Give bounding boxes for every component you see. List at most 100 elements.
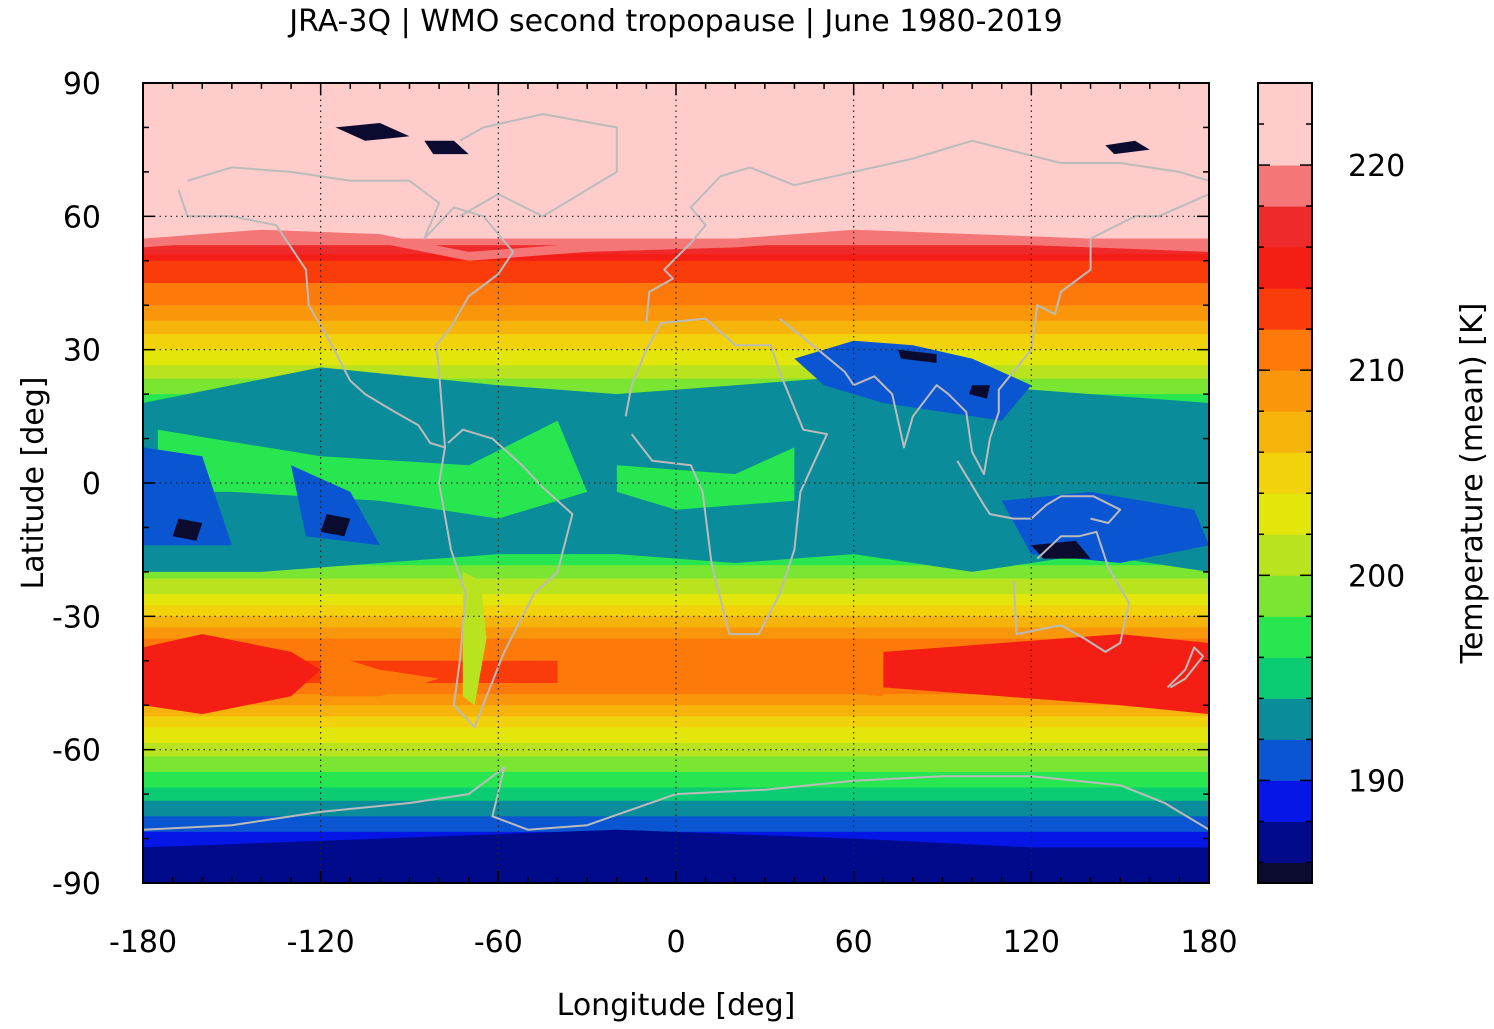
temperature-band xyxy=(143,611,1209,615)
temperature-band xyxy=(143,765,1209,769)
coastline xyxy=(645,139,1209,324)
temperature-band xyxy=(143,649,1209,653)
temperature-band xyxy=(143,778,1209,782)
temperature-region xyxy=(1105,140,1150,155)
temperature-band xyxy=(143,809,1209,813)
temperature-band xyxy=(143,614,1209,617)
coastlines xyxy=(143,113,1209,831)
temperature-band xyxy=(143,729,1209,733)
temperature-band xyxy=(143,298,1209,302)
temperature-band xyxy=(143,378,1209,382)
grid-lines xyxy=(143,83,1209,883)
coastline xyxy=(1166,646,1205,689)
temperature-band xyxy=(143,305,1209,309)
temperature-band xyxy=(143,776,1209,780)
temperature-band xyxy=(143,338,1209,342)
temperature-band xyxy=(143,218,1209,222)
temperature-band xyxy=(143,647,1209,651)
temperature-region xyxy=(291,465,380,546)
temperature-band xyxy=(143,358,1209,362)
colorbar-tick-label: 200 xyxy=(1348,559,1405,594)
colorbar-tick-labels: 190 200 210 220 xyxy=(1348,149,1405,799)
temperature-band xyxy=(143,811,1209,815)
temperature-region xyxy=(424,140,469,155)
coastline xyxy=(438,428,574,729)
temperature-band xyxy=(143,563,1209,566)
temperature-band xyxy=(143,567,1209,571)
temperature-band xyxy=(143,703,1209,706)
temperature-band xyxy=(143,294,1209,297)
temperature-band xyxy=(143,345,1209,349)
temperature-band xyxy=(143,263,1209,266)
temperature-band xyxy=(143,336,1209,340)
temperature-band xyxy=(143,716,1209,720)
temperature-band xyxy=(143,783,1209,786)
temperature-band xyxy=(143,625,1209,629)
temperature-band xyxy=(143,805,1209,809)
colorbar-level xyxy=(1258,288,1312,330)
temperature-band xyxy=(143,578,1209,582)
temperature-band xyxy=(143,718,1209,722)
temperature-band xyxy=(143,254,1209,257)
colorbar-tick-label: 210 xyxy=(1348,354,1405,389)
temperature-band xyxy=(143,789,1209,793)
temperature-anomaly-regions xyxy=(143,83,1209,883)
temperature-region xyxy=(969,385,990,399)
temperature-band xyxy=(143,598,1209,602)
temperature-region xyxy=(143,447,232,546)
temperature-region xyxy=(143,829,1209,883)
coastline xyxy=(778,193,1209,476)
plot-area xyxy=(143,83,1209,883)
temperature-band xyxy=(143,265,1209,269)
plot-frame xyxy=(142,82,1210,884)
temperature-band xyxy=(143,347,1209,351)
temperature-band xyxy=(143,727,1209,731)
temperature-region xyxy=(335,123,410,141)
temperature-band xyxy=(143,349,1209,353)
temperature-band xyxy=(143,287,1209,291)
temperature-band xyxy=(143,800,1209,804)
temperature-band xyxy=(143,749,1209,753)
temperature-band xyxy=(143,585,1209,589)
colorbar-level xyxy=(1258,370,1312,412)
temperature-band xyxy=(143,767,1209,771)
colorbar-level xyxy=(1258,247,1312,289)
temperature-band xyxy=(143,785,1209,789)
temperature-region xyxy=(883,634,1209,715)
temperature-band xyxy=(143,327,1209,331)
temperature-band xyxy=(143,316,1209,320)
temperature-band xyxy=(143,356,1209,360)
temperature-band xyxy=(143,565,1209,569)
temperature-band xyxy=(143,760,1209,764)
temperature-band xyxy=(143,311,1209,315)
temperature-band xyxy=(143,600,1209,604)
temperature-band xyxy=(143,314,1209,317)
temperature-band xyxy=(143,754,1209,757)
colorbar-level xyxy=(1258,165,1312,207)
x-tick-label: 60 xyxy=(835,925,873,960)
colorbar-level xyxy=(1258,329,1312,371)
temperature-band xyxy=(143,787,1209,791)
temperature-band xyxy=(143,711,1209,715)
temperature-band xyxy=(143,771,1209,775)
temperature-band xyxy=(143,827,1209,831)
temperature-region xyxy=(143,83,1209,226)
y-tick-label: -60 xyxy=(52,734,101,769)
colorbar-level xyxy=(1258,452,1312,494)
temperature-band xyxy=(143,360,1209,364)
x-axis-label: Longitude [deg] xyxy=(557,988,796,1023)
temperature-band xyxy=(143,220,1209,224)
colorbar-level xyxy=(1258,575,1312,617)
temperature-band xyxy=(143,738,1209,742)
y-tick-label: 90 xyxy=(63,67,101,102)
temperature-band xyxy=(143,700,1209,704)
x-tick-label: -120 xyxy=(287,925,355,960)
temperature-band xyxy=(143,249,1209,253)
temperature-band xyxy=(143,309,1209,313)
temperature-region xyxy=(1031,540,1091,559)
temperature-region xyxy=(462,571,487,706)
colorbar-level xyxy=(1258,739,1312,781)
temperature-band xyxy=(143,231,1209,235)
temperature-band xyxy=(143,587,1209,591)
colorbar-level xyxy=(1258,616,1312,658)
